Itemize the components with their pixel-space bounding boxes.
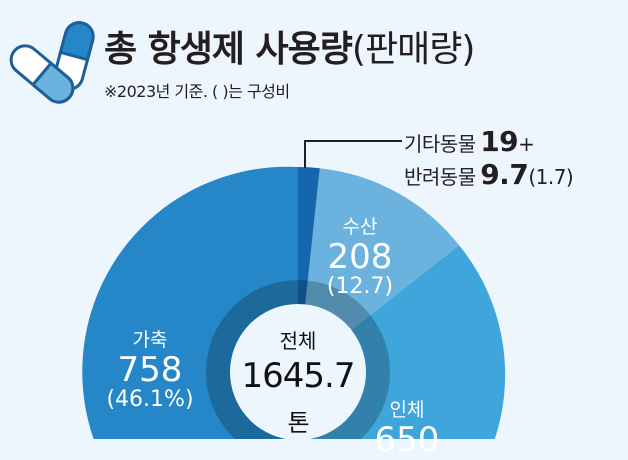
callout-other-animals: 기타동물 19+ <box>404 125 535 158</box>
label-human: 인체 650 <box>374 399 440 460</box>
subtitle: ※2023년 기준. ( )는 구성비 <box>104 82 290 101</box>
callout-leader <box>304 140 402 168</box>
title-paren: (판매량) <box>351 29 475 70</box>
center-circle <box>230 304 366 439</box>
center-total: 전체 1645.7톤 <box>241 329 356 438</box>
title-main: 총 항생제 사용량 <box>104 29 353 70</box>
pill-capsules-icon <box>9 21 95 104</box>
donut-chart <box>82 140 506 439</box>
callout-pets: 반려동물 9.7(1.7) <box>404 158 574 191</box>
label-fishery: 수산 208 (12.7) <box>326 216 394 300</box>
label-livestock: 가축 758 (46.1%) <box>106 329 194 413</box>
page-title: 총 항생제 사용량(판매량) <box>104 20 475 72</box>
